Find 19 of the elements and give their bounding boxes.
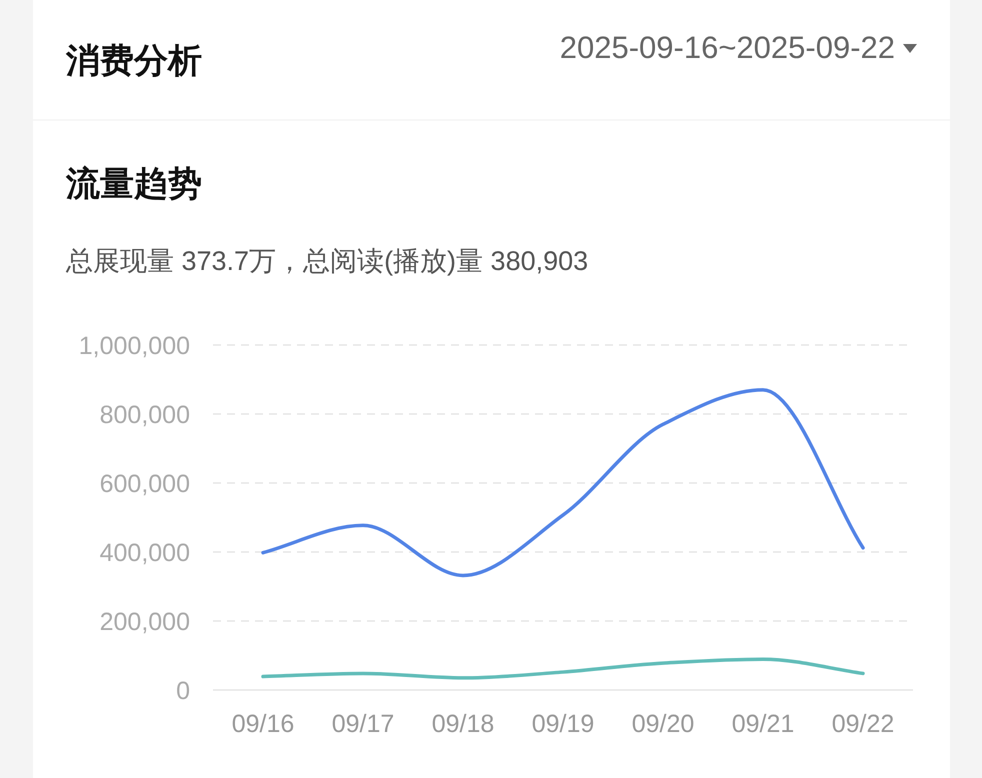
x-tick-label: 09/19 <box>532 710 594 738</box>
y-tick-label: 400,000 <box>100 539 190 567</box>
y-tick-label: 1,000,000 <box>78 332 190 360</box>
x-tick-label: 09/22 <box>832 710 894 738</box>
line-series <box>261 388 865 578</box>
text: 2025-09-16~2025-09-22 <box>560 30 895 65</box>
y-tick-label: 800,000 <box>100 401 190 429</box>
x-tick-label: 09/18 <box>432 710 494 738</box>
x-tick-label: 09/16 <box>232 710 294 738</box>
text: 总展现量 373.7万，总阅读(播放)量 380,903 <box>65 246 588 276</box>
y-tick-label: 0 <box>176 677 190 705</box>
chart-title: 消费分析 <box>65 42 202 80</box>
y-tick-label: 200,000 <box>100 608 190 636</box>
y-tick-label: 600,000 <box>100 470 190 498</box>
x-tick-label: 09/17 <box>332 710 394 738</box>
x-tick-label: 09/20 <box>632 710 694 738</box>
chart-subtitle: 流量趋势 <box>65 165 202 203</box>
x-tick-label: 09/21 <box>732 710 794 738</box>
line-series <box>261 658 865 680</box>
